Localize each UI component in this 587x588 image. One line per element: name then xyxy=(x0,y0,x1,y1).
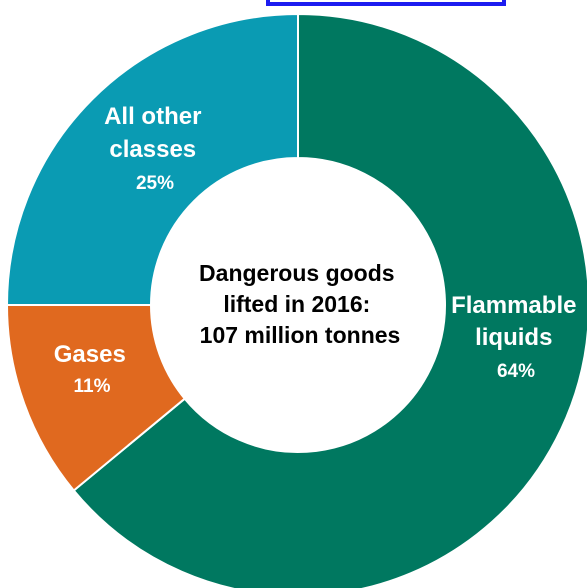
donut-slice-flammable-liquids xyxy=(72,12,587,588)
slice-value-all-other-classes: 25% xyxy=(136,173,174,194)
slice-label-flammable-liquids: Flammable liquids 64% xyxy=(451,292,581,382)
slice-label-flammable-liquids-line1: Flammable xyxy=(451,292,576,319)
center-label-line2: lifted in 2016: xyxy=(223,291,370,317)
slice-label-gases-line1: Gases xyxy=(54,341,126,368)
slice-label-all-other-classes-line2: classes xyxy=(109,136,196,163)
slice-value-gases: 11% xyxy=(74,376,111,397)
slice-value-flammable-liquids: 64% xyxy=(497,361,535,382)
donut-slices xyxy=(5,12,587,588)
slice-label-all-other-classes: All other classes 25% xyxy=(104,103,206,194)
slice-labels: Flammable liquids 64% Gases 11% All othe… xyxy=(54,103,581,397)
donut-slice-all-other-classes xyxy=(5,12,299,306)
center-label: Dangerous goods lifted in 2016: 107 mill… xyxy=(199,260,401,348)
slice-label-flammable-liquids-line2: liquids xyxy=(475,324,552,351)
slice-label-all-other-classes-line1: All other xyxy=(104,103,201,130)
center-label-line3: 107 million tonnes xyxy=(200,322,401,348)
center-label-line1: Dangerous goods xyxy=(199,260,395,286)
slice-label-gases: Gases 11% xyxy=(54,341,131,397)
top-banner-link[interactable] xyxy=(266,0,506,6)
